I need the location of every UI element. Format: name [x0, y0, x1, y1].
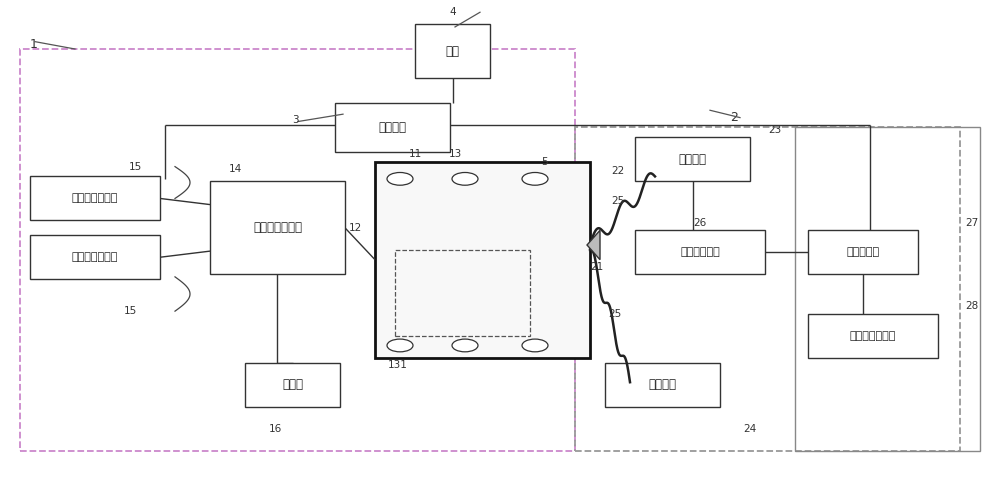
- FancyBboxPatch shape: [635, 230, 765, 274]
- FancyBboxPatch shape: [210, 181, 345, 274]
- Text: 15: 15: [123, 306, 137, 316]
- Text: 25: 25: [608, 309, 622, 318]
- Text: 智能温控仪: 智能温控仪: [846, 247, 880, 257]
- Text: 1: 1: [30, 38, 38, 50]
- Text: 热电偶感温探头: 热电偶感温探头: [850, 331, 896, 341]
- FancyBboxPatch shape: [245, 363, 340, 407]
- FancyBboxPatch shape: [605, 363, 720, 407]
- Text: 26: 26: [693, 218, 707, 228]
- Text: 13: 13: [448, 149, 462, 159]
- FancyBboxPatch shape: [635, 137, 750, 181]
- Text: 16: 16: [268, 424, 282, 434]
- Text: 23: 23: [768, 125, 782, 135]
- Circle shape: [522, 172, 548, 185]
- Text: 5: 5: [542, 157, 548, 167]
- Text: 25: 25: [611, 196, 625, 206]
- Text: 21: 21: [590, 262, 604, 272]
- Text: 3: 3: [292, 115, 298, 125]
- Text: 14: 14: [228, 164, 242, 174]
- Text: 27: 27: [965, 218, 979, 228]
- FancyBboxPatch shape: [375, 162, 590, 358]
- Text: 热电偶感温探头: 热电偶感温探头: [72, 194, 118, 203]
- Circle shape: [522, 339, 548, 352]
- Text: 24: 24: [743, 424, 757, 434]
- FancyBboxPatch shape: [335, 103, 450, 152]
- Text: 28: 28: [965, 301, 979, 311]
- FancyBboxPatch shape: [415, 24, 490, 78]
- FancyBboxPatch shape: [30, 235, 160, 279]
- Circle shape: [387, 172, 413, 185]
- Text: 计算机: 计算机: [282, 378, 303, 391]
- Polygon shape: [587, 230, 600, 260]
- FancyBboxPatch shape: [30, 176, 160, 220]
- Text: 2: 2: [730, 111, 738, 124]
- Text: 12: 12: [348, 223, 362, 233]
- Circle shape: [387, 339, 413, 352]
- Text: 常开型电磁阀: 常开型电磁阀: [680, 247, 720, 257]
- Text: 电源: 电源: [445, 45, 459, 58]
- Text: 电源开关: 电源开关: [378, 121, 406, 134]
- Circle shape: [452, 339, 478, 352]
- Text: 22: 22: [611, 167, 625, 176]
- Text: 集水装置: 集水装置: [648, 378, 676, 391]
- Text: 15: 15: [128, 162, 142, 172]
- Circle shape: [452, 172, 478, 185]
- FancyBboxPatch shape: [808, 314, 938, 358]
- Text: 热电偶感温探头: 热电偶感温探头: [72, 252, 118, 262]
- Text: 双温双控温控仪: 双温双控温控仪: [253, 221, 302, 234]
- Text: 11: 11: [408, 149, 422, 159]
- Text: 131: 131: [388, 360, 408, 370]
- Text: 排水装置: 排水装置: [678, 153, 706, 166]
- FancyBboxPatch shape: [808, 230, 918, 274]
- Text: 4: 4: [450, 7, 456, 17]
